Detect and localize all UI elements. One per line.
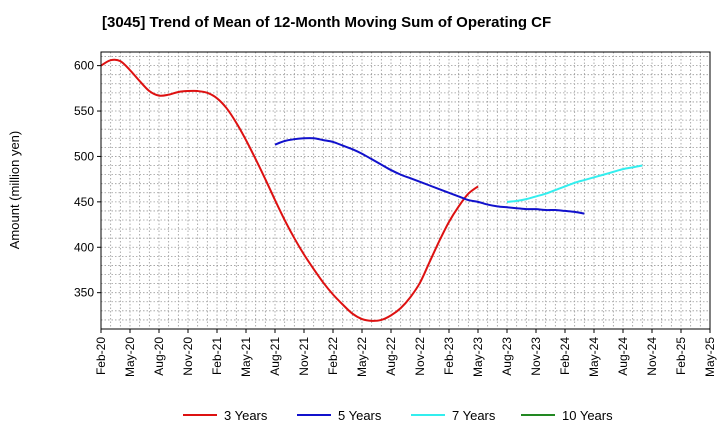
vertical-gridlines — [110, 52, 701, 329]
x-tick-label: Feb-25 — [674, 337, 688, 375]
legend-label: 10 Years — [562, 408, 613, 423]
x-tick-label: May-22 — [355, 337, 369, 377]
x-tick-label: May-25 — [703, 337, 717, 377]
x-tick-label: Nov-23 — [529, 337, 543, 376]
x-tick-label: May-20 — [123, 337, 137, 377]
x-tick-label: Aug-22 — [384, 337, 398, 376]
x-tick-label: Feb-23 — [442, 337, 456, 375]
series-layer — [100, 58, 643, 322]
y-tick-label: 350 — [74, 286, 94, 300]
x-tick-label: Feb-20 — [94, 337, 108, 375]
y-tick-label: 500 — [74, 149, 94, 163]
x-tick-label: Aug-23 — [500, 337, 514, 376]
legend: 3 Years 5 Years 7 Years 10 Years — [183, 408, 613, 423]
x-axis-ticks: Feb-20 May-20 Aug-20 Nov-20 Feb-21 May-21 Aug-… — [94, 329, 717, 377]
x-tick-label: Aug-24 — [616, 337, 630, 376]
x-tick-label: Aug-20 — [152, 337, 166, 376]
x-tick-label: Feb-24 — [558, 337, 572, 375]
x-tick-label: Feb-21 — [210, 337, 224, 375]
series-line-5-years — [274, 137, 585, 215]
y-tick-label: 450 — [74, 195, 94, 209]
y-tick-label: 400 — [74, 240, 94, 254]
plot-frame — [100, 51, 711, 330]
x-tick-label: Nov-21 — [297, 337, 311, 376]
x-tick-label: Aug-21 — [268, 337, 282, 376]
x-tick-label: Feb-22 — [326, 337, 340, 375]
y-tick-label: 600 — [74, 59, 94, 73]
chart-title: [3045] Trend of Mean of 12-Month Moving … — [102, 14, 552, 31]
legend-label: 5 Years — [338, 408, 382, 423]
y-tick-label: 550 — [74, 104, 94, 118]
series-line-7-years — [506, 164, 643, 203]
x-tick-label: May-21 — [239, 337, 253, 377]
plot-background — [101, 52, 710, 329]
x-tick-label: Nov-24 — [645, 337, 659, 376]
legend-label: 3 Years — [224, 408, 268, 423]
series-line-3-years — [100, 58, 479, 322]
x-tick-label: Nov-20 — [181, 337, 195, 376]
x-tick-label: May-24 — [587, 337, 601, 377]
y-axis-ticks: 350 400 450 500 550 600 — [74, 59, 101, 300]
horizontal-gridlines — [101, 56, 710, 321]
legend-label: 7 Years — [452, 408, 496, 423]
y-axis-label: Amount (million yen) — [7, 131, 22, 250]
x-tick-label: May-23 — [471, 337, 485, 377]
x-tick-label: Nov-22 — [413, 337, 427, 376]
